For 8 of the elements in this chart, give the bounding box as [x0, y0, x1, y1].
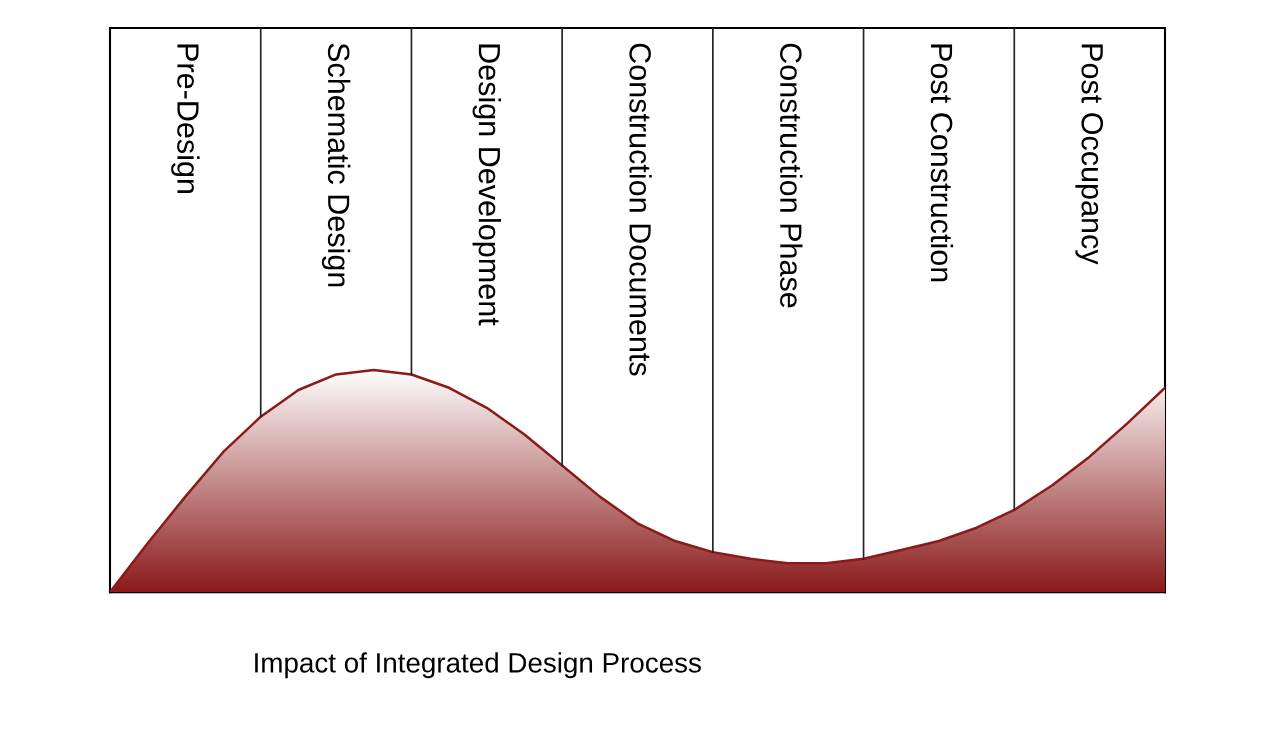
- text: Post Construction: [930, 44, 954, 282]
- text: Schematic Design: [321, 43, 351, 287]
- text: Post Occupancy: [1075, 44, 1104, 265]
- text: Design Development: [472, 44, 502, 326]
- annotation: Construction Documents: [629, 43, 652, 376]
- text: Impact of Integrated Design Process: [255, 652, 701, 679]
- text: Pre-Design: [171, 44, 200, 193]
- text: Construction Phase: [780, 43, 803, 308]
